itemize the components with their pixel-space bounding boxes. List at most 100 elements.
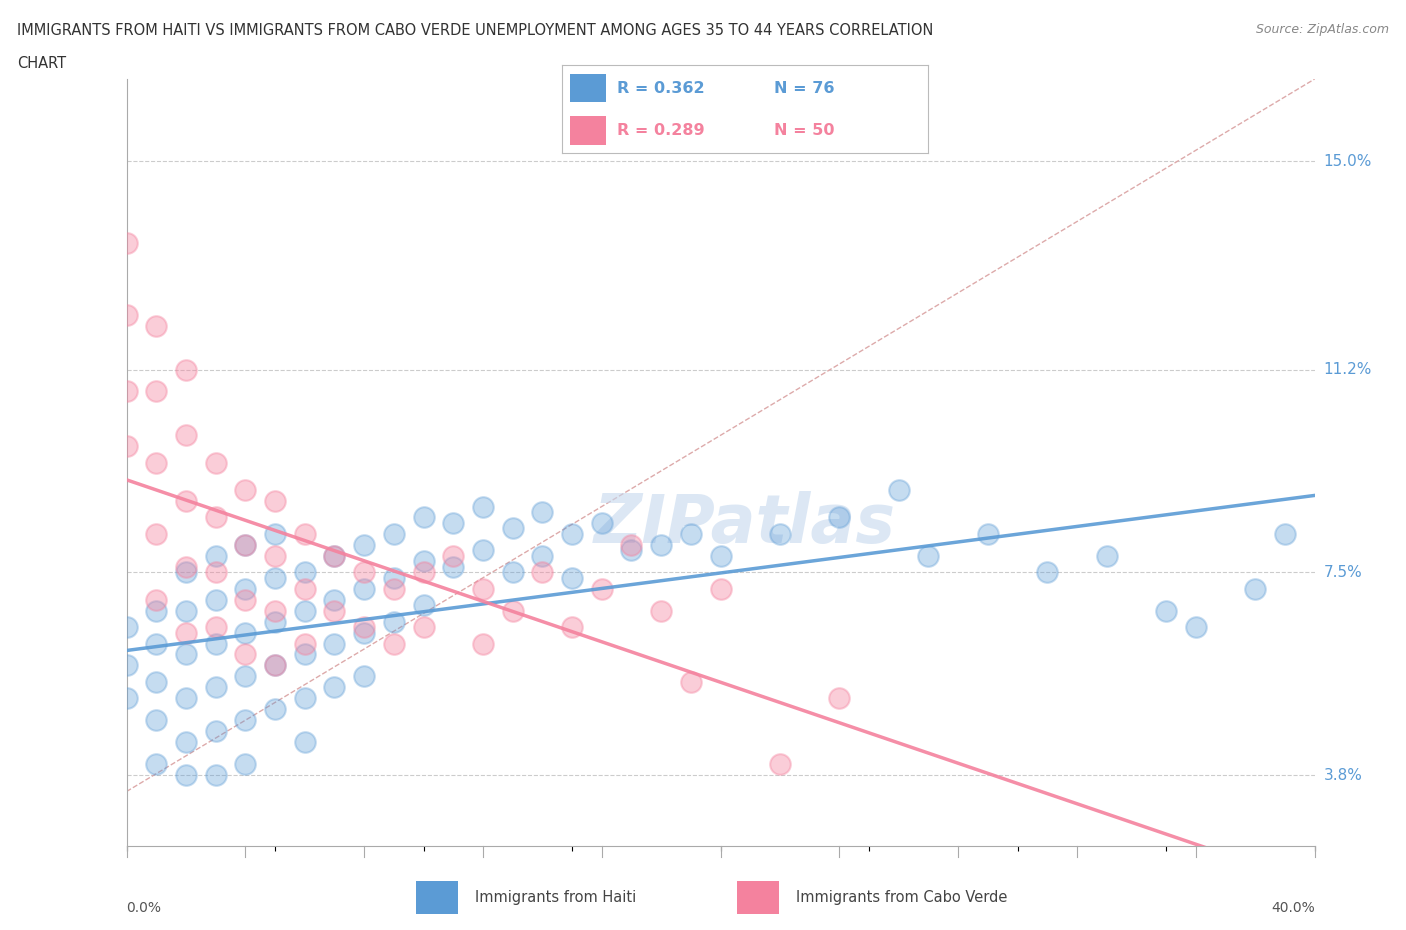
Point (115, 619, 138, 634)
Point (264, 549, 287, 564)
Point (828, 510, 851, 525)
Point (174, 565, 197, 579)
Point (145, 318, 167, 333)
Point (769, 526, 792, 541)
Text: N = 50: N = 50 (775, 123, 835, 138)
Point (174, 494, 197, 509)
Text: N = 76: N = 76 (775, 81, 835, 96)
Point (709, 581, 731, 596)
Point (294, 647, 316, 662)
Point (233, 712, 256, 727)
Point (264, 526, 287, 541)
Point (323, 604, 346, 618)
Point (145, 674, 167, 689)
Point (115, 384, 138, 399)
Point (264, 658, 287, 673)
Point (115, 307, 138, 322)
Point (382, 636, 405, 651)
Point (1095, 549, 1118, 564)
Point (353, 581, 375, 596)
Point (264, 702, 287, 717)
Text: 0.0%: 0.0% (127, 901, 162, 915)
Text: 15.0%: 15.0% (1323, 153, 1372, 168)
Text: CHART: CHART (17, 56, 66, 71)
Point (174, 767, 197, 782)
Point (204, 636, 226, 651)
Point (294, 604, 316, 618)
Point (650, 538, 672, 552)
Point (174, 625, 197, 640)
Point (294, 691, 316, 706)
Point (561, 526, 583, 541)
Point (204, 510, 226, 525)
Point (382, 614, 405, 629)
Point (145, 712, 167, 727)
Point (204, 549, 226, 564)
Text: Immigrants from Haiti: Immigrants from Haiti (475, 890, 637, 905)
Point (204, 680, 226, 695)
Point (382, 570, 405, 585)
Point (1036, 565, 1059, 579)
Point (115, 236, 138, 251)
Point (1154, 604, 1177, 618)
Point (233, 669, 256, 684)
Point (174, 428, 197, 443)
Point (353, 538, 375, 552)
Point (233, 647, 256, 662)
Text: Immigrants from Cabo Verde: Immigrants from Cabo Verde (796, 890, 1007, 905)
Text: 11.2%: 11.2% (1323, 362, 1372, 377)
Point (294, 526, 316, 541)
Point (145, 456, 167, 471)
Point (412, 554, 434, 569)
Point (145, 757, 167, 772)
FancyBboxPatch shape (416, 882, 458, 913)
Text: IMMIGRANTS FROM HAITI VS IMMIGRANTS FROM CABO VERDE UNEMPLOYMENT AMONG AGES 35 T: IMMIGRANTS FROM HAITI VS IMMIGRANTS FROM… (17, 23, 934, 38)
Point (561, 619, 583, 634)
Point (1244, 581, 1267, 596)
Point (174, 735, 197, 750)
Point (145, 384, 167, 399)
Point (145, 604, 167, 618)
Point (502, 521, 524, 536)
Point (917, 549, 939, 564)
Point (412, 619, 434, 634)
Point (204, 724, 226, 738)
Point (531, 565, 554, 579)
Point (204, 456, 226, 471)
Point (471, 581, 495, 596)
Point (441, 549, 464, 564)
Point (561, 570, 583, 585)
Point (620, 538, 643, 552)
Point (412, 565, 434, 579)
Point (531, 505, 554, 520)
Point (264, 494, 287, 509)
Point (323, 549, 346, 564)
Point (174, 691, 197, 706)
Point (531, 549, 554, 564)
Point (323, 592, 346, 607)
Point (264, 614, 287, 629)
Point (115, 439, 138, 454)
Point (145, 636, 167, 651)
Point (1184, 619, 1206, 634)
Point (353, 625, 375, 640)
Point (591, 581, 613, 596)
FancyBboxPatch shape (737, 882, 779, 913)
Point (382, 526, 405, 541)
Point (233, 592, 256, 607)
Point (887, 483, 910, 498)
Point (264, 570, 287, 585)
Point (115, 658, 138, 673)
Point (233, 625, 256, 640)
Text: Source: ZipAtlas.com: Source: ZipAtlas.com (1256, 23, 1389, 36)
Point (145, 592, 167, 607)
Point (471, 499, 495, 514)
Point (1274, 526, 1296, 541)
Point (441, 515, 464, 530)
Point (145, 526, 167, 541)
Point (620, 543, 643, 558)
Point (471, 636, 495, 651)
Point (204, 592, 226, 607)
Point (233, 757, 256, 772)
Point (323, 680, 346, 695)
